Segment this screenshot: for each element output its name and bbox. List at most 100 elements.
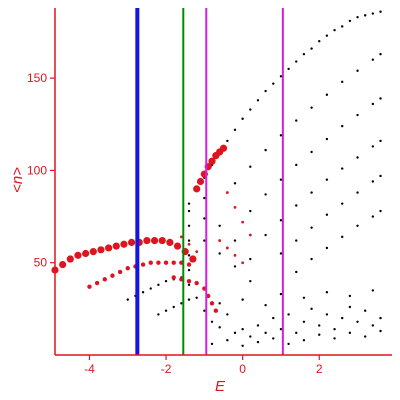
data-point-black [226,339,229,342]
data-point-red [120,240,128,248]
data-point-black [233,331,237,335]
data-point-black [241,298,244,301]
data-point-black [149,287,152,290]
data-point-black [279,292,283,296]
data-point-black [318,324,321,327]
data-point-red [196,177,205,186]
data-point-black [333,28,336,32]
data-point-black [302,52,306,56]
data-point-black [249,279,252,283]
data-point-black [310,226,313,229]
data-point-black [187,209,191,213]
data-point-black [126,298,129,301]
x-tick-label: -2 [161,362,172,376]
data-point-black [272,337,275,340]
data-point-red [105,244,113,252]
data-point-black [264,233,267,237]
data-point-black [264,331,267,335]
data-point-black [287,342,290,346]
data-point-black [287,67,290,71]
data-point-black [279,219,283,222]
data-point-red [117,269,123,275]
data-point-black [333,327,336,331]
data-point-black [341,202,344,205]
data-point-black [256,99,260,102]
data-point-black [310,257,313,261]
data-point-black [233,239,237,242]
data-point-black [218,302,221,305]
y-tick-label: 100 [27,163,47,177]
data-point-black [195,296,198,299]
data-point-black [371,289,375,292]
data-point-red [94,280,100,286]
data-point-black [348,331,352,335]
data-point-red [233,253,237,257]
data-point-black [187,268,191,272]
data-point-black [295,239,298,242]
data-point-black [295,270,298,274]
data-point-black [379,52,382,56]
data-point-black [203,217,206,220]
data-point-black [379,97,382,100]
data-point-black [203,196,206,200]
data-point-red [125,266,130,271]
data-point-black [187,224,191,227]
data-point-black [318,333,321,336]
data-point-black [187,202,191,205]
data-point-black [218,224,221,227]
data-point-black [371,58,375,61]
data-point-black [341,80,344,84]
data-point-black [302,296,306,299]
data-point-black [256,324,260,327]
data-point-black [287,313,290,316]
data-point-black [295,60,298,63]
data-point-black [295,331,298,335]
data-point-black [356,113,359,117]
data-point-black [310,307,313,311]
y-tick-label: 50 [34,256,48,270]
data-point-black [249,108,252,111]
data-point-red [233,205,237,209]
data-point-black [363,335,367,338]
data-point-black [363,309,367,312]
data-point-black [226,139,229,143]
data-point-black [302,339,306,342]
y-tick-label: 150 [27,71,47,85]
data-point-black [379,316,382,320]
data-point-black [172,305,175,309]
data-point-black [363,14,367,17]
data-point-black [356,224,359,227]
data-point-black [379,209,382,213]
data-point-black [264,303,267,307]
data-point-red [179,235,183,239]
x-tick-label: 2 [316,362,323,376]
data-point-black [210,320,214,323]
x-axis-title: E [215,378,226,395]
data-point-black [295,119,298,122]
data-point-red [225,191,229,194]
data-point-black [187,283,191,287]
data-point-red [148,260,153,265]
data-point-black [325,137,329,141]
data-point-black [371,102,375,106]
data-point-red [225,246,229,250]
y-axis-title: <n> [9,167,26,193]
data-point-black [371,12,375,15]
data-point-black [157,283,160,287]
data-point-black [356,191,359,194]
data-point-black [379,10,382,13]
data-point-black [264,89,267,93]
data-point-black [325,93,329,96]
data-point-black [264,148,267,152]
data-point-black [379,139,382,143]
data-point-red [193,185,201,193]
data-point-black [164,309,168,312]
data-point-black [295,204,298,207]
data-point-black [187,298,191,301]
data-point-black [325,178,329,181]
data-point-red [110,273,115,278]
data-point-black [302,320,306,323]
data-point-black [157,313,160,316]
data-point-black [325,291,329,294]
